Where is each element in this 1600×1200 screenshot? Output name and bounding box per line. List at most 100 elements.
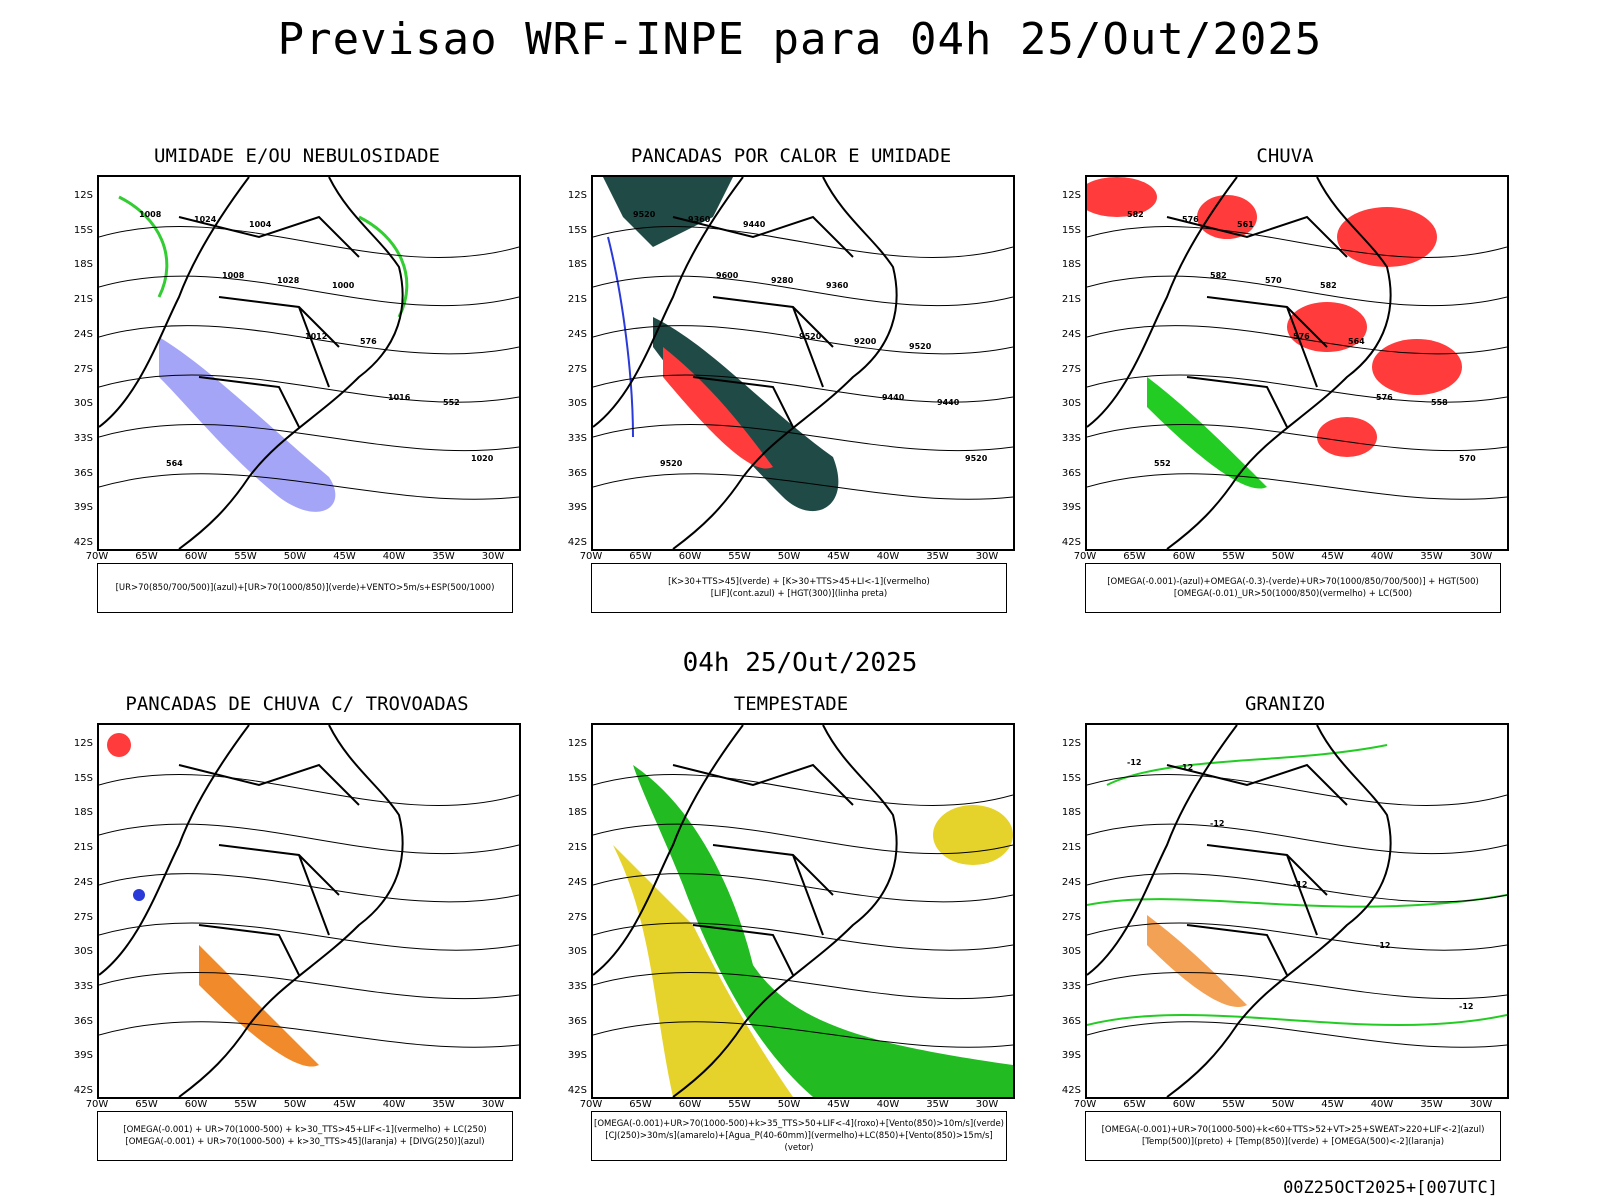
contour-label: 9520 xyxy=(633,210,656,219)
contour-label: 1016 xyxy=(388,393,411,402)
lon-tick-label: 50W xyxy=(283,1099,307,1110)
lon-tick-label: 30W xyxy=(1469,1099,1493,1110)
lat-tick-label: 42S xyxy=(73,1085,93,1096)
contour-label: 552 xyxy=(1154,459,1171,468)
contour-label: 1008 xyxy=(222,271,245,280)
lon-tick-label: 70W xyxy=(85,551,109,562)
isoline xyxy=(593,1021,1013,1048)
legend-line: [OMEGA(-0.001)-(azul)+OMEGA(-0.3)-(verde… xyxy=(1107,577,1479,587)
isoline xyxy=(99,971,519,1000)
panel-title: UMIDADE E/OU NEBULOSIDADE xyxy=(154,145,440,167)
lat-tick-label: 15S xyxy=(1061,224,1081,236)
lat-tick-label: 39S xyxy=(567,1050,587,1062)
legend-line: [LIF](cont.azul) + [HGT(300)](linha pret… xyxy=(710,589,888,599)
isoline xyxy=(593,275,1013,307)
lat-tick-label: 39S xyxy=(73,1050,93,1062)
contour-label: 9440 xyxy=(882,393,905,402)
isoline xyxy=(1087,1021,1507,1048)
lat-tick-label: 12S xyxy=(567,190,587,201)
lon-tick-label: 70W xyxy=(1073,1099,1097,1110)
lat-tick-label: 21S xyxy=(567,842,587,854)
lon-tick-label: 35W xyxy=(1420,1099,1443,1110)
lat-tick-label: 33S xyxy=(567,432,587,444)
lat-tick-label: 24S xyxy=(73,328,93,340)
contour-label: 582 xyxy=(1210,271,1227,280)
lat-tick-label: 30S xyxy=(73,946,93,958)
contour-label: 1020 xyxy=(471,454,494,463)
lat-tick-label: 36S xyxy=(1061,1015,1081,1027)
lat-tick-label: 12S xyxy=(567,738,587,749)
coastline xyxy=(99,177,404,549)
isoline xyxy=(593,774,1013,806)
rain-area xyxy=(1087,177,1157,217)
lat-tick-label: 12S xyxy=(73,190,93,201)
lat-tick-label: 24S xyxy=(567,876,587,888)
lon-tick-label: 60W xyxy=(1172,551,1196,562)
lat-tick-label: 30S xyxy=(567,946,587,958)
contour-label: 1012 xyxy=(305,332,327,341)
lat-tick-label: 18S xyxy=(567,807,587,819)
panel-legend: [OMEGA(-0.001) + UR>70(1000-500) + k>30_… xyxy=(97,1111,513,1161)
contour-label: -12 xyxy=(1459,1002,1473,1011)
lat-tick-label: 12S xyxy=(1061,190,1081,201)
legend-line: [OMEGA(-0.001)+UR>70(1000-500)+k>35_TTS>… xyxy=(594,1119,1004,1129)
lat-tick-label: 18S xyxy=(73,259,93,271)
lon-tick-label: 50W xyxy=(777,1099,801,1110)
lon-tick-label: 55W xyxy=(728,1099,751,1110)
rain-area xyxy=(1337,207,1437,267)
isoline xyxy=(99,374,519,403)
heat-area xyxy=(603,177,733,247)
thunder-blue-area xyxy=(133,889,145,901)
panel-tempestade: TEMPESTADE [OMEGA(-0.001)+UR>70(1000-500… xyxy=(551,693,1031,1173)
contour-label: 9520 xyxy=(660,459,683,468)
lon-tick-label: 45W xyxy=(333,551,356,562)
temp850-contour xyxy=(1087,744,1507,1026)
lon-tick-label: 65W xyxy=(1123,1099,1146,1110)
isoline xyxy=(1087,374,1507,403)
rain-area xyxy=(1317,417,1377,457)
panel-title: CHUVA xyxy=(1256,145,1314,167)
isoline xyxy=(1087,423,1507,452)
isoline xyxy=(593,226,1013,258)
panel-umidade: UMIDADE E/OU NEBULOSIDADE 1008 1008 1012 10… xyxy=(57,145,537,625)
lon-tick-label: 45W xyxy=(1321,551,1344,562)
lon-tick-label: 70W xyxy=(85,1099,109,1110)
lat-tick-label: 30S xyxy=(73,398,93,410)
lat-tick-label: 15S xyxy=(1061,772,1081,784)
legend-line: [OMEGA(-0.001)+UR>70(1000-500)+k<60+TTS>… xyxy=(1101,1125,1485,1135)
contour-label: 576 xyxy=(360,337,377,346)
lat-tick-label: 24S xyxy=(73,876,93,888)
lon-tick-label: 30W xyxy=(481,1099,505,1110)
lat-tick-label: 33S xyxy=(1061,432,1081,444)
lon-tick-label: 65W xyxy=(135,551,158,562)
coastline xyxy=(593,725,898,1097)
lon-tick-label: 50W xyxy=(777,551,801,562)
contour-label: 1008 xyxy=(139,210,162,219)
lat-tick-label: 24S xyxy=(1061,328,1081,340)
lat-tick-label: 27S xyxy=(1061,363,1081,375)
lon-tick-label: 30W xyxy=(975,1099,999,1110)
lat-tick-label: 18S xyxy=(1061,259,1081,271)
rain-green-area xyxy=(1147,377,1267,489)
lon-tick-label: 40W xyxy=(876,1099,900,1110)
contour-label: -12 xyxy=(1127,758,1141,767)
lat-tick-label: 33S xyxy=(1061,980,1081,992)
state-borders xyxy=(1166,763,1348,976)
lon-tick-label: 35W xyxy=(926,1099,949,1110)
lon-tick-label: 30W xyxy=(975,551,999,562)
contour-label: 564 xyxy=(166,459,183,468)
lon-tick-label: 60W xyxy=(678,1099,702,1110)
lon-tick-label: 70W xyxy=(579,551,603,562)
lat-tick-label: 27S xyxy=(1061,911,1081,923)
contour-label: 576 xyxy=(1376,393,1393,402)
lon-tick-label: 65W xyxy=(1123,551,1146,562)
isoline xyxy=(99,922,519,951)
map-frame xyxy=(97,723,521,1099)
isoline xyxy=(593,922,1013,951)
contour-label: -12 xyxy=(1293,880,1307,889)
lon-tick-label: 40W xyxy=(1370,1099,1394,1110)
lat-tick-label: 36S xyxy=(567,1015,587,1027)
isoline xyxy=(99,226,519,258)
isoline xyxy=(99,473,519,500)
contour-label: 582 xyxy=(1127,210,1144,219)
